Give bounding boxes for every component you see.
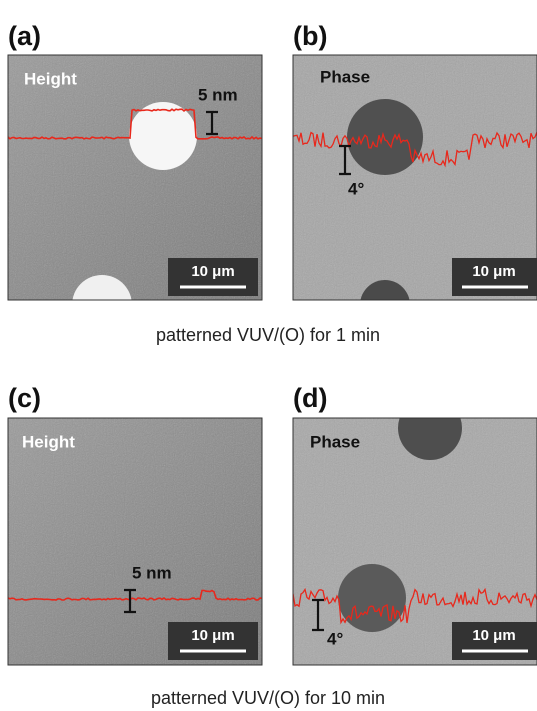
profile-trace — [8, 589, 262, 601]
profile-trace — [293, 131, 537, 168]
scale-bar-box — [168, 622, 258, 660]
mode-label: Height — [24, 69, 77, 88]
scale-marker — [312, 598, 324, 632]
panel-label: (c) — [8, 383, 41, 413]
profile-scale: 4° — [327, 629, 343, 648]
scale-marker — [206, 110, 218, 136]
scale-bar-box — [452, 258, 537, 296]
caption: patterned VUV/(O) for 10 min — [151, 688, 385, 708]
scale-bar-box — [452, 622, 537, 660]
scale-bar-label: 10 μm — [191, 263, 234, 280]
scale-bar-label: 10 μm — [472, 263, 515, 280]
profile-trace — [8, 108, 262, 140]
panel-label: (b) — [293, 21, 327, 51]
mode-label: Phase — [310, 432, 360, 451]
profile-scale: 5 nm — [132, 563, 172, 582]
scale-bar-label: 10 μm — [472, 627, 515, 644]
caption: patterned VUV/(O) for 1 min — [156, 325, 380, 345]
profile-scale: 5 nm — [198, 85, 238, 104]
scale-bar-label: 10 μm — [191, 627, 234, 644]
scale-marker — [124, 588, 136, 614]
profile-trace — [293, 587, 537, 625]
scale-bar-box — [168, 258, 258, 296]
profile-scale: 4° — [348, 179, 364, 198]
afm-image — [8, 418, 262, 665]
scale-marker — [339, 144, 351, 176]
afm-image — [8, 55, 262, 300]
mode-label: Height — [22, 432, 75, 451]
mode-label: Phase — [320, 67, 370, 86]
panel-label: (d) — [293, 383, 327, 413]
panel-label: (a) — [8, 21, 41, 51]
